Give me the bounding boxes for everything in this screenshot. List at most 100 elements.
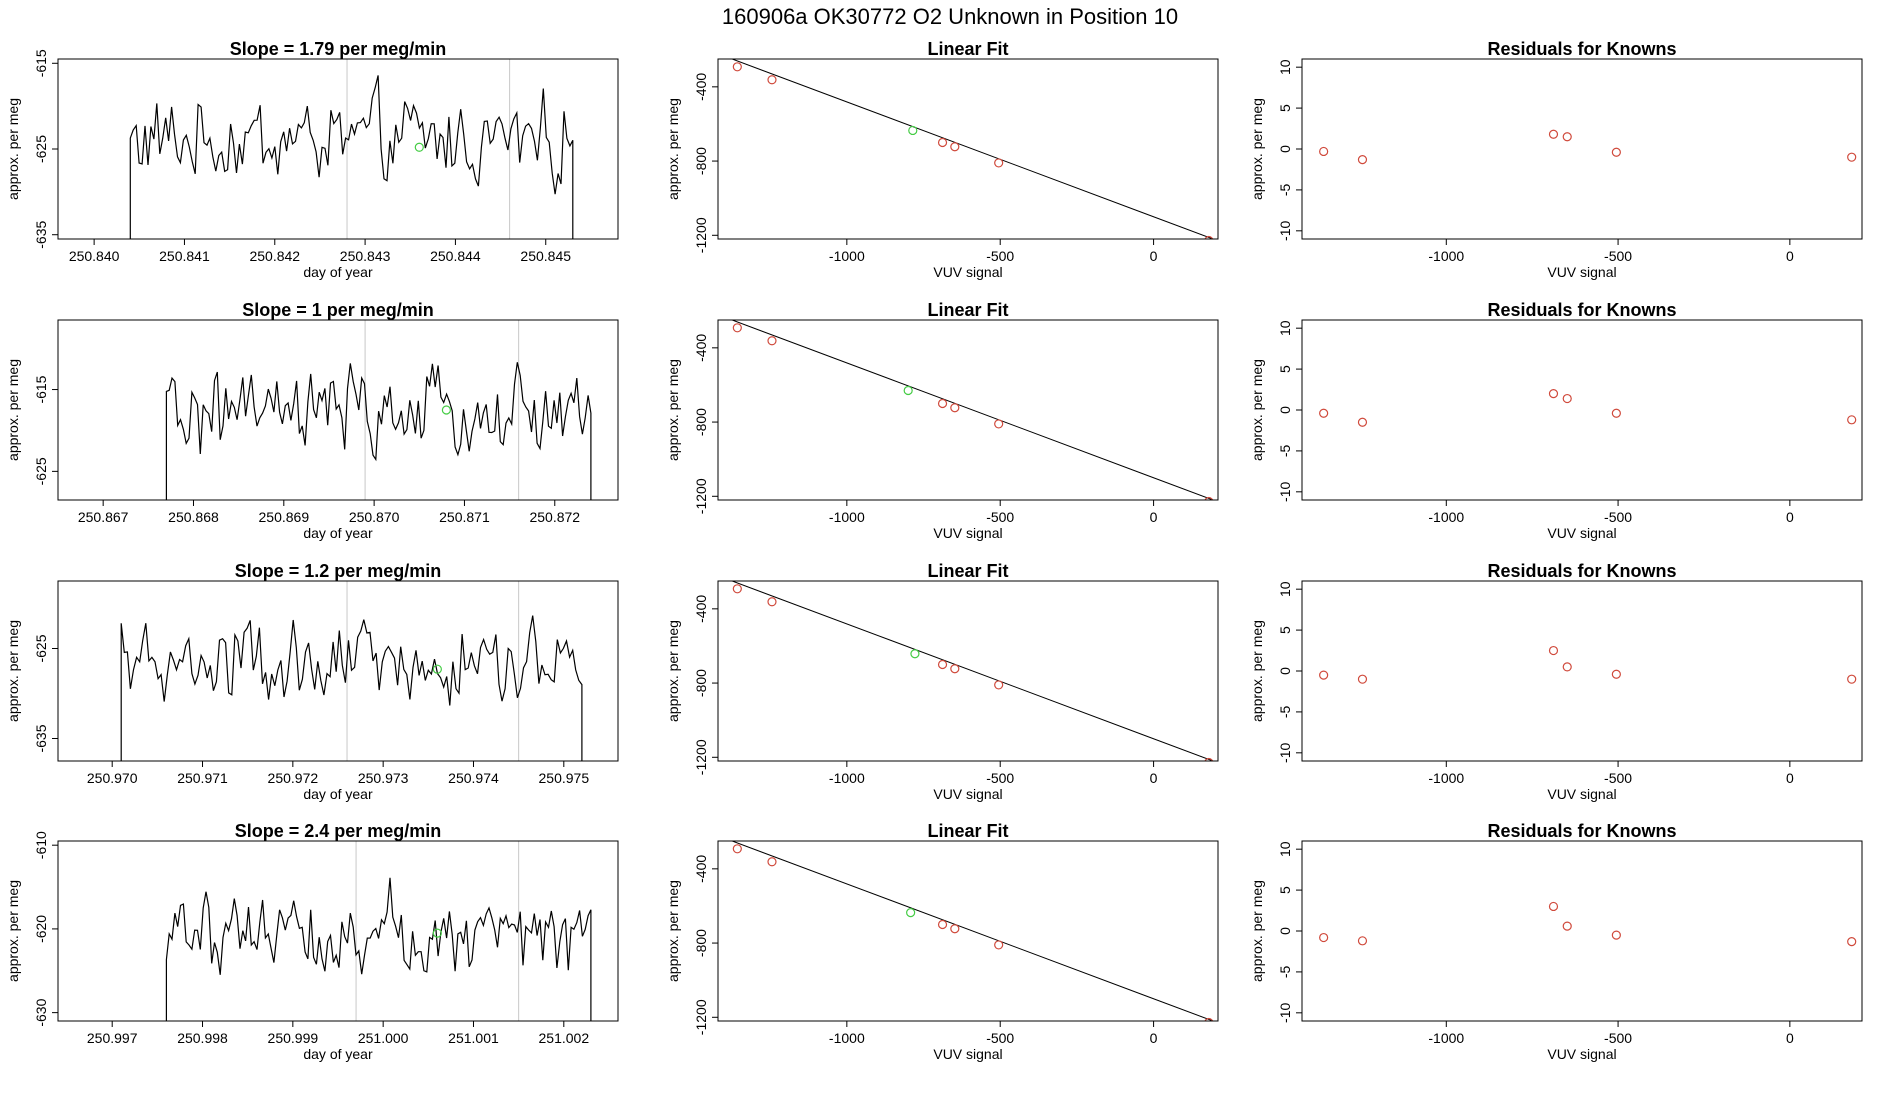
x-tick-label: -500 [1604,248,1632,264]
known-point [1204,496,1214,500]
known-point [1548,901,1559,912]
y-tick-label: -625 [33,634,49,662]
unknown-point [908,125,918,136]
x-tick-label: 250.870 [349,509,400,525]
known-point [1204,757,1214,761]
known-point [1319,408,1329,418]
x-axis-label: day of year [303,525,373,541]
panel-1-1: Linear Fit -1000 -500 0 -400 -800 -1200 VUV sig… [665,300,1219,541]
known-point [1847,937,1857,947]
panel-3-1: Linear Fit -1000 -500 0 -400 -800 -1200 VUV sig… [665,821,1219,1062]
y-tick-label: -615 [33,49,49,77]
x-tick-label: 250.843 [340,248,391,264]
known-point [1204,1017,1214,1021]
plot-frame [1301,840,1863,1022]
panel-title: Linear Fit [927,821,1008,841]
known-point [767,336,777,346]
plot-frame [717,840,1219,1022]
y-tick-label: 5 [1277,104,1293,112]
plot-area [1319,389,1857,427]
known-point [1611,669,1621,679]
y-tick-label: -1200 [693,739,709,775]
x-tick-label: 251.001 [448,1030,499,1046]
known-point [950,924,960,934]
plot-area [165,841,592,1021]
x-tick-label: 0 [1150,1030,1158,1046]
y-axis-label: approx. per meg [5,98,21,200]
known-point [1562,921,1572,931]
y-axis-label: approx. per meg [665,880,681,982]
known-point [1357,417,1368,427]
figure-title: 160906a OK30772 O2 Unknown in Position 1… [722,4,1178,29]
known-point [767,857,777,867]
x-tick-label: 250.845 [520,248,571,264]
x-axis-label: day of year [303,264,373,280]
known-point [937,137,948,148]
panels-grid: Slope = 1.79 per meg/min 250.840 250.841 25… [5,39,1863,1062]
y-tick-label: 0 [1277,927,1293,935]
fit-line [730,581,1215,761]
x-tick-label: -500 [986,248,1014,264]
y-tick-label: -5 [1277,965,1293,978]
y-tick-label: -800 [693,669,709,697]
known-point [1357,155,1368,165]
plot-area [165,320,592,500]
x-tick-label: 250.842 [249,248,300,264]
y-axis-label: approx. per meg [665,98,681,200]
panel-1-0: Slope = 1 per meg/min 250.867 250.868 250.8… [5,300,619,541]
plot-area [730,581,1215,761]
panel-title: Slope = 1 per meg/min [242,300,434,320]
panel-title: Slope = 1.2 per meg/min [235,561,442,581]
known-point [767,597,777,607]
known-point [1562,662,1572,672]
y-tick-label: -400 [693,73,709,101]
x-axis-label: day of year [303,1046,373,1062]
known-point [732,584,742,594]
plot-area [129,59,574,239]
plot-area [1319,645,1857,684]
known-point [732,62,742,72]
x-axis-label: VUV signal [1547,786,1616,802]
y-tick-label: 5 [1277,365,1293,373]
y-axis-label: approx. per meg [5,359,21,461]
panel-title: Slope = 1.79 per meg/min [230,39,447,59]
panel-2-2: Residuals for Knowns -1000 -500 0 10 5 0 -5 -10 V… [1249,561,1863,802]
y-tick-label: 10 [1277,581,1293,597]
y-tick-label: -5 [1277,444,1293,457]
known-point [1319,932,1329,943]
known-point [937,398,948,409]
panel-3-2: Residuals for Knowns -1000 -500 0 10 5 0 -5 -10 V… [1249,821,1863,1062]
y-tick-label: 0 [1277,667,1293,675]
x-tick-label: 250.868 [168,509,219,525]
known-point [994,158,1004,168]
x-tick-label: -500 [1604,1030,1632,1046]
panel-title: Slope = 2.4 per meg/min [235,821,442,841]
known-point [1611,408,1621,418]
panel-1-2: Residuals for Knowns -1000 -500 0 10 5 0 -5 -10 V… [1249,300,1863,541]
x-tick-label: 0 [1786,509,1794,525]
y-axis-label: approx. per meg [665,620,681,722]
y-tick-label: -610 [33,831,49,859]
x-axis-label: VUV signal [1547,264,1616,280]
plot-area [730,59,1215,239]
y-tick-label: -620 [33,915,49,943]
x-tick-label: -500 [1604,509,1632,525]
x-tick-label: 250.867 [78,509,129,525]
x-tick-label: 0 [1786,248,1794,264]
x-tick-label: -1000 [829,1030,865,1046]
x-tick-label: 250.998 [177,1030,228,1046]
known-point [732,323,742,333]
fit-line [730,320,1215,500]
plot-area [1319,901,1857,947]
unknown-point [414,142,424,152]
known-point [994,419,1004,429]
x-tick-label: 250.871 [439,509,490,525]
panel-0-1: Linear Fit -1000 -500 0 -400 -800 -1200 VUV sig… [665,39,1219,280]
panel-title: Residuals for Knowns [1487,300,1676,320]
fit-line [730,841,1215,1021]
unknown-point [432,928,442,938]
plot-frame [57,319,619,501]
series-line [165,362,592,500]
plot-frame [57,840,619,1022]
